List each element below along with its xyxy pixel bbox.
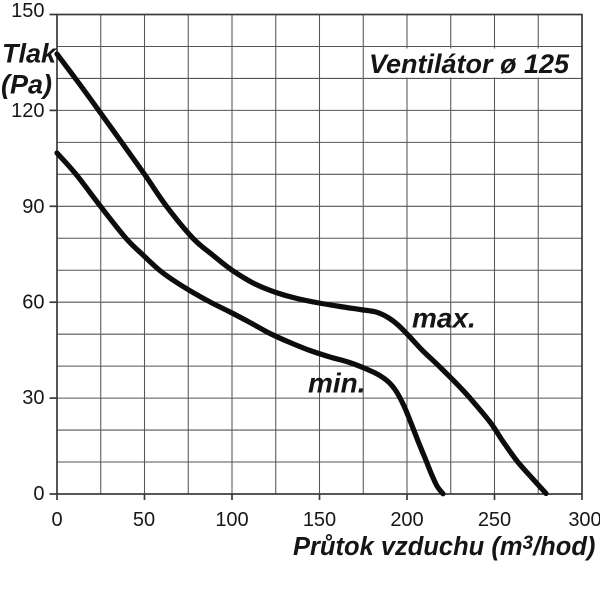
svg-text:250: 250 <box>478 509 511 531</box>
svg-text:50: 50 <box>133 509 155 531</box>
svg-text:60: 60 <box>22 292 44 314</box>
svg-text:30: 30 <box>22 387 44 409</box>
svg-text:max.: max. <box>412 303 476 334</box>
svg-text:90: 90 <box>22 196 44 218</box>
svg-text:120: 120 <box>11 100 44 122</box>
svg-text:200: 200 <box>390 509 423 531</box>
svg-text:150: 150 <box>11 0 44 22</box>
svg-text:0: 0 <box>51 509 62 531</box>
svg-text:0: 0 <box>33 483 44 505</box>
svg-text:150: 150 <box>303 509 336 531</box>
svg-text:(Pa): (Pa) <box>1 70 52 100</box>
svg-text:100: 100 <box>215 509 248 531</box>
svg-text:300: 300 <box>568 509 600 531</box>
svg-text:min.: min. <box>308 368 366 399</box>
svg-text:Průtok vzduchu (m3/hod): Průtok vzduchu (m3/hod) <box>293 533 595 561</box>
svg-text:Tlak: Tlak <box>2 39 58 69</box>
svg-text:Ventilátor ø 125: Ventilátor ø 125 <box>369 49 570 79</box>
